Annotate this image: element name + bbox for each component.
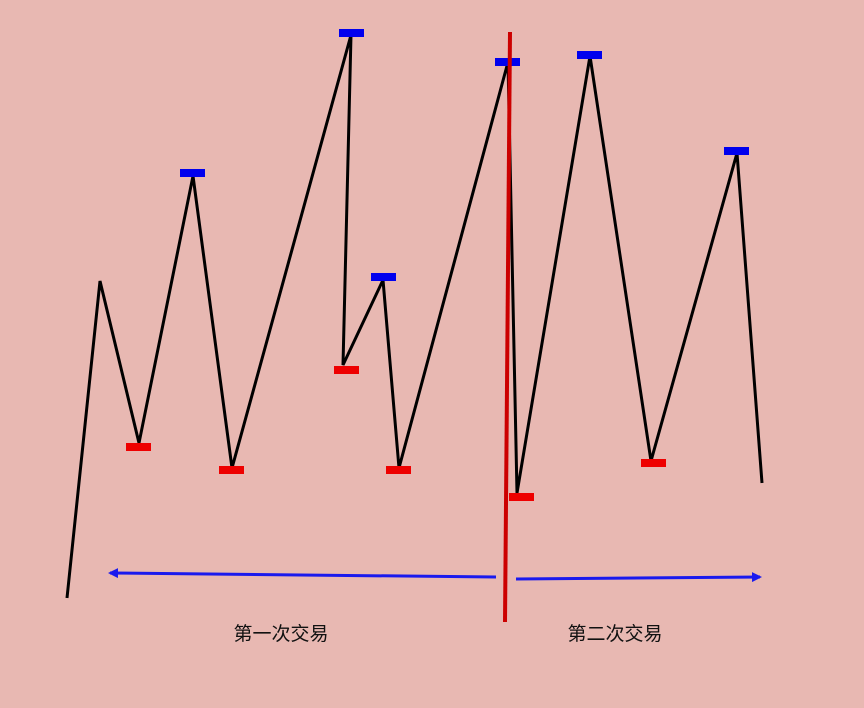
- first-trade-label: 第一次交易: [233, 623, 328, 645]
- swing-high-marker: [371, 273, 396, 281]
- price-zigzag-line: [65, 34, 764, 599]
- swing-low-marker: [641, 459, 666, 467]
- swing-low-marker: [386, 466, 411, 474]
- swing-high-marker: [339, 29, 364, 37]
- trade-divider-line: [503, 31, 512, 623]
- swing-low-marker: [509, 493, 534, 501]
- second-trade-arrow: [515, 572, 762, 583]
- swing-low-marker: [126, 443, 151, 451]
- swing-low-marker: [219, 466, 244, 474]
- swing-high-marker: [724, 147, 749, 155]
- second-trade-label: 第二次交易: [567, 623, 662, 645]
- swing-low-markers: [126, 366, 666, 501]
- swing-high-markers: [180, 29, 749, 281]
- swing-high-marker: [180, 169, 205, 177]
- first-trade-arrow: [108, 568, 497, 579]
- swing-high-marker: [577, 51, 602, 59]
- swing-high-marker: [495, 58, 520, 66]
- swing-low-marker: [334, 366, 359, 374]
